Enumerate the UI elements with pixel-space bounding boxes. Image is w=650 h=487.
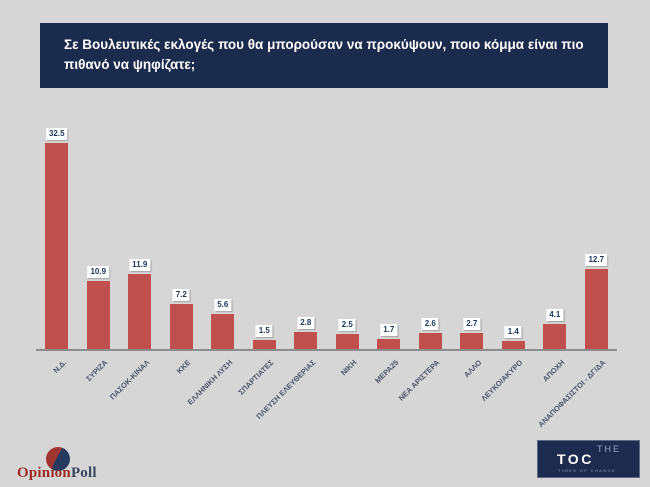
bar <box>45 143 69 350</box>
x-axis-label: ΠΛΕΥΣΗ ΕΛΕΥΘΕΡΙΑΣ <box>254 358 318 421</box>
bar <box>543 324 567 350</box>
bar-value-label: 11.9 <box>129 259 151 271</box>
x-axis-label: ΛΕΥΚΟ/ΑΚΥΡΟ <box>479 358 525 404</box>
bar-value-label: 2.5 <box>338 319 356 331</box>
bar-value-label: 4.1 <box>546 309 564 321</box>
x-axis-label: ΑΝΑΠΟΦΑΣΙΣΤΟΙ - ΔΓ/ΔΑ <box>536 358 608 430</box>
bar <box>501 341 525 350</box>
bar-value-label: 1.4 <box>504 326 522 338</box>
opinionpoll-brand-second: Poll <box>70 465 97 481</box>
question-title: Σε Βουλευτικές εκλογές που θα μπορούσαν … <box>64 37 584 72</box>
thetoc-logo-tagline: TIMES OF CHANGE <box>558 468 617 473</box>
bar <box>460 333 484 350</box>
x-axis-line <box>36 349 617 351</box>
bar <box>377 339 401 350</box>
bar-value-label: 12.7 <box>585 254 608 266</box>
x-axis-label: ΚΚΕ <box>175 358 193 376</box>
bar <box>252 340 276 350</box>
plot-area: 32.5 10.9 11.9 7.2 5.6 1.5 2.8 2.5 1.7 2.6 2.7 1.4 4… <box>36 115 617 350</box>
bar-value-label: 7.2 <box>172 289 190 301</box>
bar <box>584 269 608 350</box>
question-title-box: Σε Βουλευτικές εκλογές που θα μπορούσαν … <box>40 23 608 88</box>
bar-value-label: 1.7 <box>380 324 398 336</box>
bar <box>294 332 318 350</box>
bar <box>128 274 152 350</box>
bar-value-label: 5.6 <box>214 299 232 311</box>
x-axis-label: ΝΙΚΗ <box>339 358 359 378</box>
bar-value-label: 2.7 <box>463 318 481 330</box>
bar <box>169 304 193 350</box>
bar <box>86 281 110 350</box>
thetoc-logo: THE TOC TIMES OF CHANGE <box>537 440 640 478</box>
bar <box>418 333 442 350</box>
bar-value-label: 10.9 <box>87 266 110 278</box>
bar-value-label: 1.5 <box>255 325 273 337</box>
bar <box>335 334 359 350</box>
opinionpoll-logo-text: OpinionPoll <box>17 465 97 482</box>
bar-value-label: 2.8 <box>297 317 315 329</box>
x-axis-label: ΣΠΑΡΤΙΑΤΕΣ <box>236 358 276 397</box>
x-axis-label: ΝΕΑ ΑΡΙΣΤΕΡΑ <box>396 358 442 403</box>
bar-value-label: 2.6 <box>421 318 439 330</box>
opinionpoll-brand-first: Opinion <box>17 465 71 481</box>
x-axis-label: ΕΛΛΗΝΙΚΗ ΛΥΣΗ <box>185 358 235 407</box>
x-axis-label: ΑΠΟΧΗ <box>540 358 567 384</box>
opinionpoll-logo-icon <box>46 447 70 471</box>
x-axis-label: ΣΥΡΙΖΑ <box>84 358 110 384</box>
bar <box>211 314 235 350</box>
x-axis-label: ΑΛΛΟ <box>461 358 484 380</box>
thetoc-logo-toc: TOC <box>557 451 594 467</box>
x-axis-label: ΠΑΣΟΚ-ΚΙΝΑΛ <box>107 358 152 402</box>
thetoc-logo-the: THE <box>597 444 621 454</box>
x-axis-label: ΜΕΡΑ25 <box>372 358 401 386</box>
bar-value-label: 32.5 <box>45 128 68 140</box>
